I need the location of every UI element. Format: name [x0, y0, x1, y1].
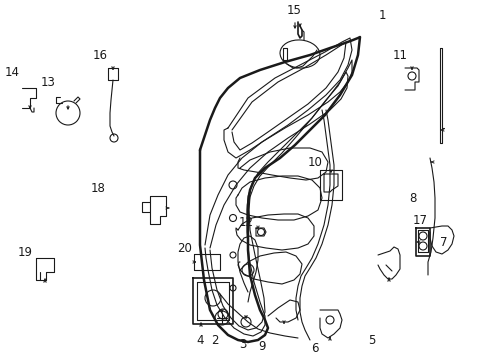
Text: 11: 11	[392, 49, 407, 62]
Text: 3: 3	[239, 338, 246, 351]
Text: 13: 13	[41, 76, 55, 89]
Text: 5: 5	[367, 333, 375, 346]
Text: 9: 9	[258, 339, 265, 352]
Text: 7: 7	[439, 235, 447, 248]
Text: 15: 15	[286, 4, 301, 17]
Text: 19: 19	[18, 246, 32, 258]
Text: 14: 14	[4, 66, 20, 78]
Text: 10: 10	[307, 156, 322, 168]
Text: 12: 12	[238, 216, 253, 229]
Text: 20: 20	[177, 242, 192, 255]
Text: 4: 4	[196, 333, 203, 346]
Text: 2: 2	[211, 333, 218, 346]
Text: 1: 1	[378, 9, 385, 22]
Text: 8: 8	[408, 192, 416, 204]
Text: 17: 17	[412, 213, 427, 226]
Text: 6: 6	[311, 342, 318, 355]
Text: 16: 16	[92, 49, 107, 62]
Text: 18: 18	[90, 181, 105, 194]
